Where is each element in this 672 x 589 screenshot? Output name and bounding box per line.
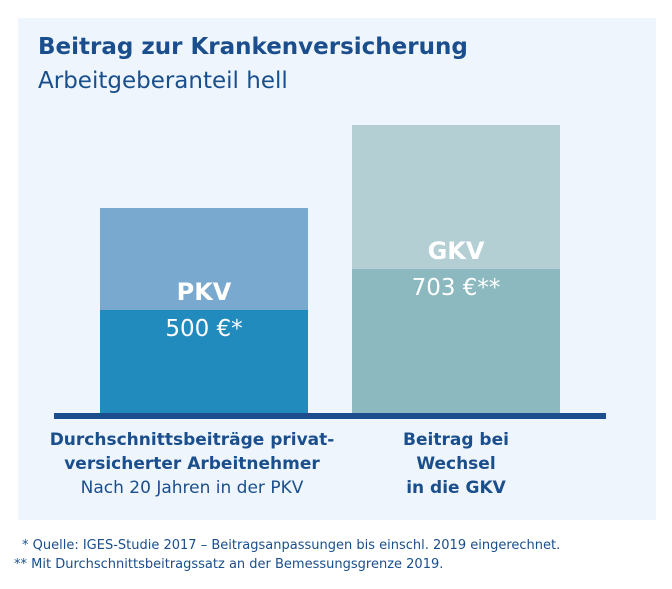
chart-baseline [54, 413, 606, 419]
category-label-pkv-line: Nach 20 Jahren in der PKV [80, 478, 304, 498]
category-label-pkv-line: Durchschnittsbeiträge privat- [49, 430, 335, 450]
bar-pkv-name: PKV [176, 278, 232, 306]
category-label-pkv-line: versicherter Arbeitnehmer [64, 454, 320, 474]
bar-pkv-value-label: 500 €* [165, 316, 243, 342]
category-label-gkv: Beitrag bei Wechsel in die GKV [336, 428, 576, 500]
chart-subtitle: Arbeitgeberanteil hell [38, 68, 288, 94]
footnote-2: ** Mit Durchschnittsbeitragssatz an der … [14, 557, 444, 572]
footnote-1: * Quelle: IGES-Studie 2017 – Beitragsanp… [22, 538, 561, 553]
category-label-gkv-line: Beitrag bei [403, 430, 509, 450]
category-label-gkv-line: in die GKV [406, 478, 506, 498]
chart-title: Beitrag zur Krankenversicherung [38, 34, 468, 60]
category-label-gkv-line: Wechsel [416, 454, 496, 474]
bar-gkv-value-label: 703 €** [411, 275, 501, 301]
bar-pkv-lower-segment [100, 310, 308, 413]
bar-gkv: GKV 703 €** [352, 125, 560, 413]
category-label-pkv: Durchschnittsbeiträge privat-versicherte… [27, 428, 357, 500]
bar-gkv-lower-segment [352, 269, 560, 413]
bar-gkv-name: GKV [427, 237, 485, 265]
bar-pkv: PKV 500 €* [100, 208, 308, 413]
